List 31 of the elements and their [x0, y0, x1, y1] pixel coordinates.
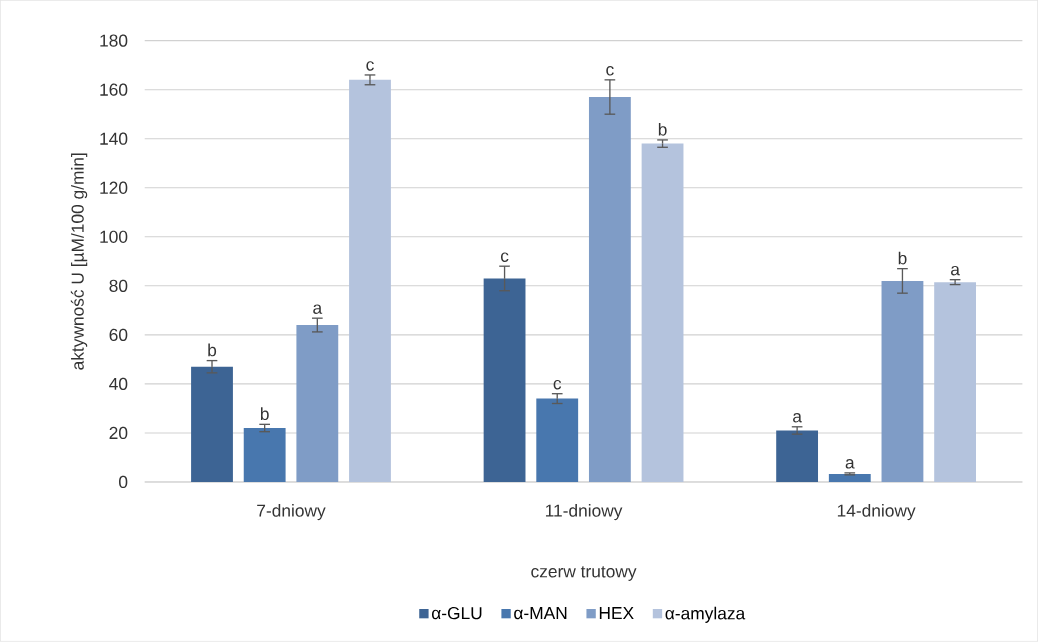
data-label: c — [500, 252, 509, 263]
y-tick-label: 140 — [100, 132, 128, 145]
y-tick-label: 20 — [109, 426, 128, 440]
y-tick-label: 180 — [100, 34, 128, 47]
y-tick-label: 100 — [100, 230, 128, 244]
y-tick-label: 0 — [119, 475, 128, 489]
legend-label: HEX — [599, 607, 634, 620]
data-label: b — [260, 407, 269, 421]
data-label: c — [366, 61, 374, 71]
y-tick-label: 160 — [100, 83, 128, 96]
legend-label: α-GLU — [431, 607, 482, 620]
legend-label: α-amylaza — [665, 606, 746, 624]
x-axis-title: czerw trutowy — [531, 566, 637, 582]
y-tick-label: 120 — [100, 181, 128, 195]
data-label: a — [845, 459, 855, 469]
data-label: c — [553, 380, 562, 390]
x-tick-label: 14-dniowy — [837, 504, 916, 521]
data-label: b — [898, 251, 907, 265]
data-label: a — [793, 413, 802, 423]
data-label: b — [658, 123, 667, 136]
y-tick-label: 60 — [109, 328, 128, 342]
data-label: a — [313, 304, 323, 315]
x-tick-label: 7-dniowy — [257, 504, 326, 521]
y-tick-label: 80 — [109, 279, 128, 293]
data-label: b — [208, 343, 217, 357]
data-label: a — [951, 266, 960, 276]
legend-label: α-MAN — [514, 607, 567, 620]
data-label: c — [606, 66, 614, 76]
x-tick-label: 11-dniowy — [545, 504, 623, 521]
y-tick-label: 40 — [109, 377, 128, 391]
y-axis-title: aktywność U [µM/100 g/min] — [70, 153, 88, 370]
